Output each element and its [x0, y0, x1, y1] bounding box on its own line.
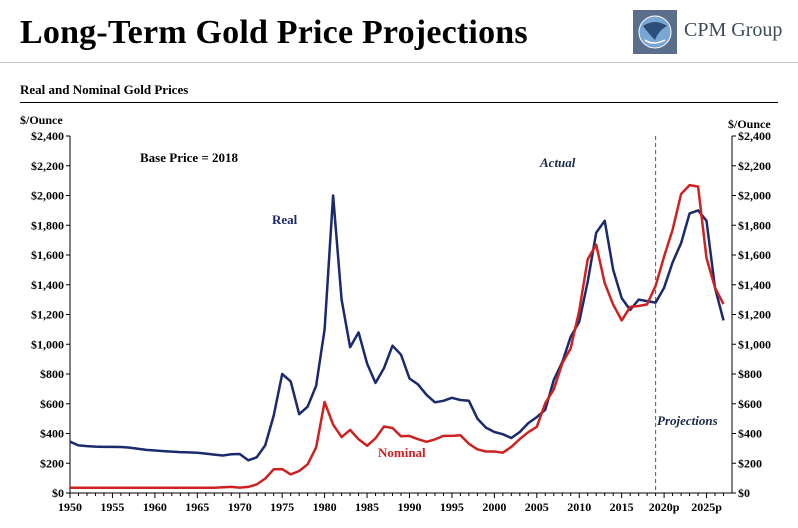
x-tick-label: 1975	[270, 500, 294, 514]
x-tick-label: 2000	[482, 500, 506, 514]
subtitle-divider	[20, 102, 778, 103]
y-tick-label-right: $1,000	[738, 337, 771, 351]
y-tick-label-left: $400	[40, 427, 64, 441]
y-tick-label-right: $600	[738, 397, 762, 411]
page-title: Long-Term Gold Price Projections	[20, 14, 528, 51]
y-tick-label-left: $200	[40, 456, 64, 470]
logo-text: CPM Group	[684, 19, 783, 41]
y-tick-label-left: $1,000	[31, 337, 64, 351]
series-label-real: Real	[272, 212, 298, 227]
y-tick-label-left: $1,400	[31, 278, 64, 292]
y-tick-label-right: $2,400	[738, 129, 771, 143]
base-price-annotation: Base Price = 2018	[140, 150, 239, 165]
chart-subtitle: Real and Nominal Gold Prices	[20, 82, 189, 97]
y-tick-label-left: $2,000	[31, 189, 64, 203]
x-tick-label: 1955	[100, 500, 124, 514]
x-tick-label: 2005	[525, 500, 549, 514]
x-tick-label: 1995	[440, 500, 464, 514]
x-tick-label: 1965	[185, 500, 209, 514]
company-logo: CPM Group	[633, 10, 788, 54]
x-tick-label: 1980	[313, 500, 337, 514]
globe-icon	[633, 10, 677, 54]
series-line-real	[69, 194, 725, 462]
y-tick-label-right: $200	[738, 456, 762, 470]
y-tick-label-right: $2,200	[738, 159, 771, 173]
projections-annotation: Projections	[657, 413, 718, 428]
x-tick-label: 1960	[143, 500, 167, 514]
y-tick-label-left: $800	[40, 367, 64, 381]
y-tick-label-right: $2,000	[738, 189, 771, 203]
title-divider	[0, 62, 798, 63]
y-tick-label-left: $0	[52, 486, 64, 500]
x-tick-label: 1970	[228, 500, 252, 514]
actual-annotation: Actual	[539, 155, 576, 170]
y-axis-label-right: $/Ounce	[728, 117, 771, 131]
x-tick-label: 2025p	[691, 500, 722, 514]
x-tick-label: 1985	[355, 500, 379, 514]
y-tick-label-left: $600	[40, 397, 64, 411]
y-tick-label-left: $1,200	[31, 308, 64, 322]
y-tick-label-right: $1,800	[738, 218, 771, 232]
y-tick-label-right: $0	[738, 486, 750, 500]
series-line-nominal	[70, 183, 725, 490]
y-tick-label-right: $400	[738, 427, 762, 441]
y-tick-label-left: $1,800	[31, 218, 64, 232]
y-tick-label-left: $2,400	[31, 129, 64, 143]
y-tick-label-right: $800	[738, 367, 762, 381]
y-tick-label-left: $2,200	[31, 159, 64, 173]
y-tick-label-left: $1,600	[31, 248, 64, 262]
x-tick-label: 1990	[397, 500, 421, 514]
y-tick-label-right: $1,200	[738, 308, 771, 322]
x-tick-label: 2020p	[649, 500, 680, 514]
y-tick-label-right: $1,600	[738, 248, 771, 262]
x-tick-label: 1950	[58, 500, 82, 514]
y-tick-label-right: $1,400	[738, 278, 771, 292]
x-tick-label: 2015	[610, 500, 634, 514]
y-axis-label-left: $/Ounce	[20, 113, 63, 127]
series-label-nominal: Nominal	[378, 445, 426, 460]
x-tick-label: 2010	[567, 500, 591, 514]
